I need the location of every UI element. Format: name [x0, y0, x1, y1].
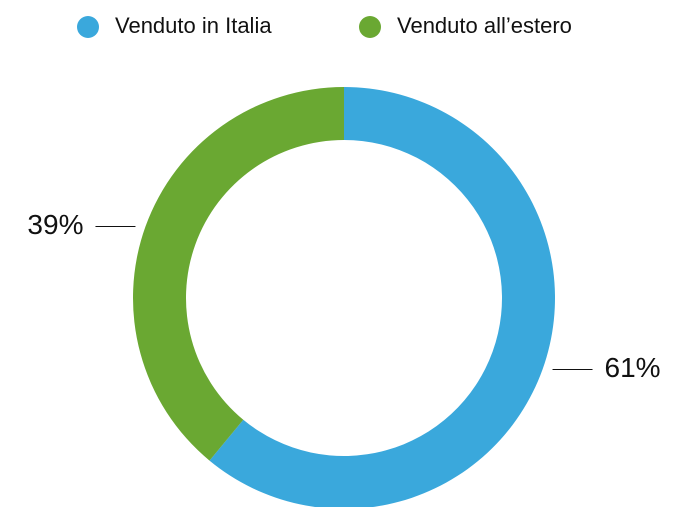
legend-swatch	[359, 16, 381, 38]
legend-label: Venduto in Italia	[115, 13, 272, 38]
donut-segment	[133, 87, 344, 461]
legend-label: Venduto all’estero	[397, 13, 572, 38]
donut-segment	[209, 87, 555, 507]
value-label: 61%	[605, 352, 661, 383]
value-label: 39%	[27, 209, 83, 240]
legend-swatch	[77, 16, 99, 38]
